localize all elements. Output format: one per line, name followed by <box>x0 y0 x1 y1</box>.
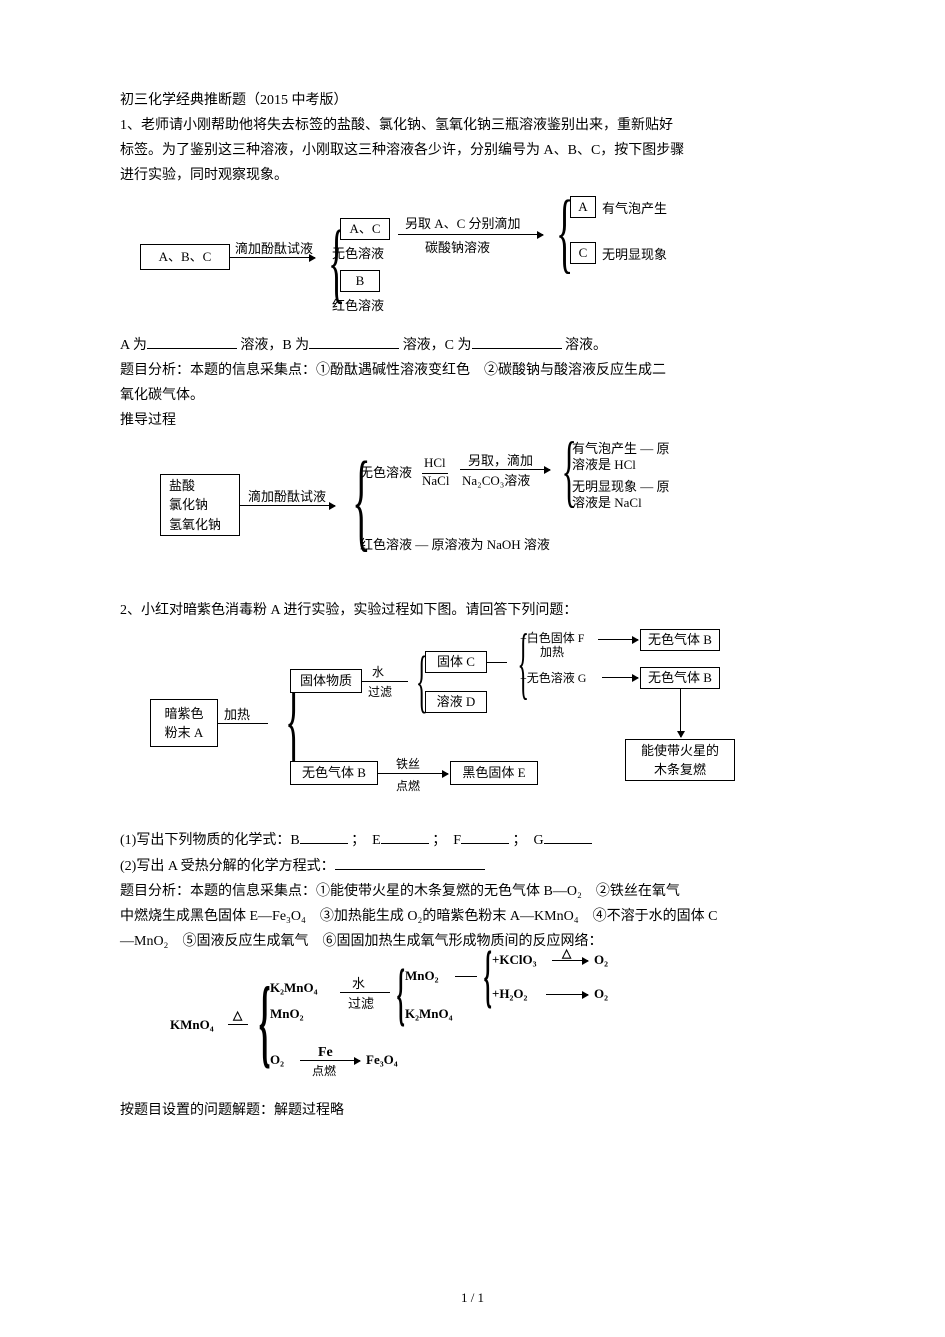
net-o2-2: O₂ <box>594 950 608 970</box>
d2-red: 红色溶液 — 原溶液为 NaOH 溶液 <box>360 535 550 555</box>
net-kmno4: KMnO₄ <box>170 1015 214 1035</box>
d1-lbl-cres: 无明显现象 <box>602 245 667 265</box>
blank <box>147 334 237 349</box>
d2-res1b: 溶液是 HCl <box>572 455 636 475</box>
page-number: 1 / 1 <box>0 1288 945 1308</box>
q1-ans-end: 溶液。 <box>565 338 607 353</box>
net-k2mno4: K₂MnO₄ <box>270 978 318 998</box>
q1-deduce: 推导过程 <box>120 410 830 431</box>
net-fe3o4: Fe₃O₄ <box>366 1050 398 1070</box>
q2d-solidC: 固体 C <box>425 651 487 673</box>
q1-ans-a: A 为 <box>120 338 147 353</box>
net-filter: 过滤 <box>348 994 374 1014</box>
q1-answer-line: A 为 溶液，B 为 溶液，C 为 溶液。 <box>120 334 830 356</box>
net-fe: Fe <box>318 1042 333 1063</box>
d1-box-a: A <box>570 196 596 218</box>
net-h2o2: +H₂O₂ <box>492 984 527 1004</box>
net-o2: O₂ <box>270 1050 284 1070</box>
q2d-startB: 粉末 A <box>165 723 204 743</box>
blank <box>544 829 592 844</box>
q1-analysis2: 氧化碳气体。 <box>120 385 830 406</box>
d1-box-abc: A、B、C <box>140 244 230 270</box>
q2d-gasB3: 无色气体 B <box>640 667 720 689</box>
q2d-relight1: 能使带火星的 <box>641 741 719 761</box>
d2-arrow2a: 另取，滴加 <box>468 451 533 471</box>
q2d-water: 水 <box>372 663 384 681</box>
q2d-heat: 加热 <box>224 705 250 725</box>
blank <box>300 829 348 844</box>
d1-box-b: B <box>340 270 380 292</box>
q1-ans-mid1: 溶液，B 为 <box>240 338 309 353</box>
d1-box-c: C <box>570 242 596 264</box>
d2-colorless: 无色溶液 <box>360 463 412 483</box>
q2-b1-m2: ； F <box>432 833 461 848</box>
d1-box-ac: A、C <box>340 218 390 240</box>
doc-title: 初三化学经典推断题（2015 中考版） <box>120 90 830 111</box>
q2d-filter: 过滤 <box>368 683 392 701</box>
d1-lbl-colorless: 无色溶液 <box>332 244 384 264</box>
q2-analysis1: 题目分析：本题的信息采集点：①能使带火星的木条复燃的无色气体 B—O₂ ②铁丝在… <box>120 881 830 902</box>
q2d-solD: 溶液 D <box>425 691 487 713</box>
net-mno2-2: MnO₂ <box>405 966 439 986</box>
q1-diagram1: A、B、C 滴加酚酞试液 { A、C 无色溶液 B 红色溶液 另取 A、C 分别… <box>120 194 830 324</box>
q1-stem-line3: 进行实验，同时观察现象。 <box>120 165 830 186</box>
q2d-relight2: 木条复燃 <box>654 760 706 780</box>
q1-ans-mid2: 溶液，C 为 <box>403 338 472 353</box>
q2-network: KMnO₄ △ { K₂MnO₄ MnO₂ O₂ 水 过滤 { MnO₂ K₂M… <box>120 960 830 1090</box>
net-k2mno4-2: K₂MnO₄ <box>405 1004 453 1024</box>
q2-b1-m1: ； E <box>351 833 381 848</box>
q2-stem: 2、小红对暗紫色消毒粉 A 进行实验，实验过程如下图。请回答下列问题： <box>120 600 830 621</box>
blank <box>472 334 562 349</box>
q2d-colorG: +无色溶液 G <box>520 669 586 687</box>
q2-analysis2: 中燃烧生成黑色固体 E—Fe₃O₄ ③加热能生成 O₂的暗紫色粉末 A—KMnO… <box>120 906 830 927</box>
q2-b2-pre: (2)写出 A 受热分解的化学方程式： <box>120 859 335 874</box>
d1-lbl-ares: 有气泡产生 <box>602 199 667 219</box>
d1-lbl-red: 红色溶液 <box>332 296 384 316</box>
q2-blank1: (1)写出下列物质的化学式：B ； E ； F ； G <box>120 829 830 851</box>
net-ignite: 点燃 <box>312 1062 336 1080</box>
q1-analysis1: 题目分析：本题的信息采集点：①酚酞遇碱性溶液变红色 ②碳酸钠与酸溶液反应生成二 <box>120 360 830 381</box>
blank <box>309 334 399 349</box>
d2-box1b: 氯化钠 <box>169 495 208 515</box>
net-water: 水 <box>352 974 365 994</box>
q1-stem-line2: 标签。为了鉴别这三种溶液，小刚取这三种溶液各少许，分别编号为 A、B、C，按下图… <box>120 140 830 161</box>
q1-diagram2: 盐酸 氯化钠 氢氧化钠 滴加酚酞试液 { 无色溶液 HCl NaCl 另取，滴加… <box>120 439 830 569</box>
d2-arrow1: 滴加酚酞试液 <box>248 487 326 507</box>
q2d-heat2: 加热 <box>540 643 564 661</box>
blank <box>461 829 509 844</box>
q2-end: 按题目设置的问题解题：解题过程略 <box>120 1100 830 1121</box>
d2-res2b: 溶液是 NaCl <box>572 493 642 513</box>
q2-b1-pre: (1)写出下列物质的化学式：B <box>120 833 300 848</box>
d2-nacl: NaCl <box>422 471 449 491</box>
q2-diagram: 暗紫色 粉末 A 加热 { 固体物质 水 过滤 { 固体 C 溶液 D { +白… <box>120 629 830 819</box>
blank <box>381 829 429 844</box>
net-kclo3: +KClO₃ <box>492 950 537 970</box>
net-delta: △ <box>233 1006 242 1024</box>
q2d-solid: 固体物质 <box>290 669 362 693</box>
q2-analysis3: —MnO₂ ⑤固液反应生成氧气 ⑥固固加热生成氧气形成物质间的反应网络： <box>120 931 830 952</box>
q1-stem-line1: 1、老师请小刚帮助他将失去标签的盐酸、氯化钠、氢氧化钠三瓶溶液鉴别出来，重新贴好 <box>120 115 830 136</box>
q2d-startA: 暗紫色 <box>164 704 203 724</box>
q2-b1-m3: ； G <box>513 833 544 848</box>
d2-arrow2b: Na₂CO₃溶液 <box>462 471 530 491</box>
net-o2-3: O₂ <box>594 984 608 1004</box>
d1-lbl-arrow1: 滴加酚酞试液 <box>235 239 313 259</box>
q2d-fe: 铁丝 <box>396 755 420 773</box>
q2d-gasB2: 无色气体 B <box>640 629 720 651</box>
q2d-gasB: 无色气体 B <box>290 761 378 785</box>
q2d-ignite: 点燃 <box>396 777 420 795</box>
q2-blank2: (2)写出 A 受热分解的化学方程式： <box>120 855 830 877</box>
net-delta2: △ <box>562 944 571 962</box>
blank <box>335 855 485 870</box>
net-mno2: MnO₂ <box>270 1004 304 1024</box>
q2d-blackE: 黑色固体 E <box>450 761 538 785</box>
d2-box1c: 氢氧化钠 <box>169 515 221 535</box>
d1-lbl-arrow2b: 碳酸钠溶液 <box>425 238 490 258</box>
d1-lbl-arrow2a: 另取 A、C 分别滴加 <box>405 214 521 234</box>
d2-box1a: 盐酸 <box>169 476 195 496</box>
